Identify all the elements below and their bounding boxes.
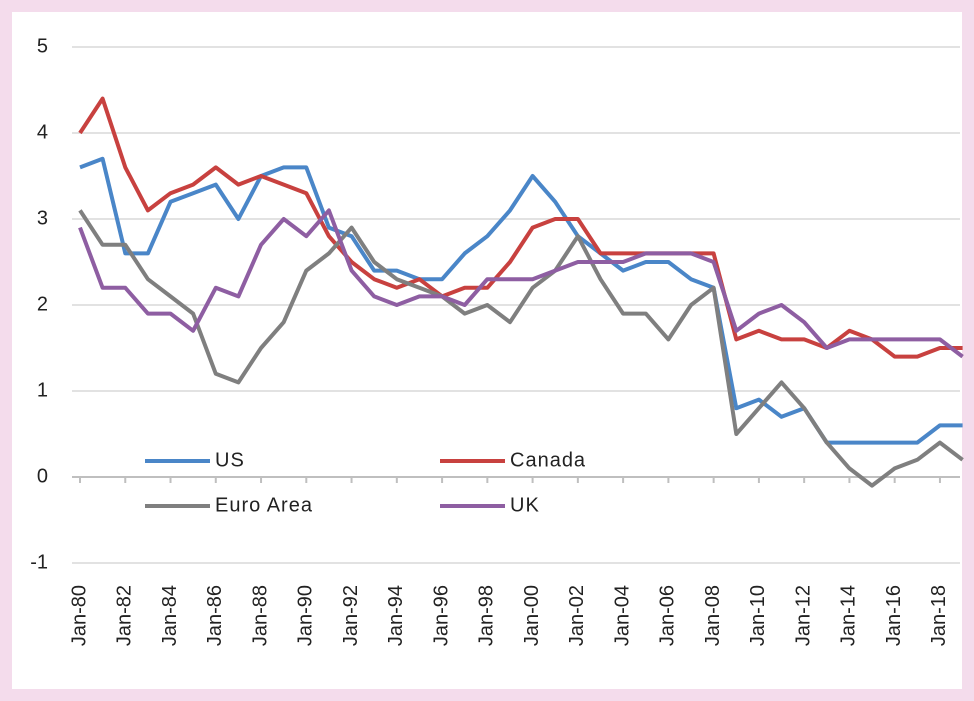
x-tick-label: Jan-06 bbox=[657, 585, 679, 646]
y-tick-label: 2 bbox=[37, 293, 48, 315]
y-tick-label: 5 bbox=[37, 35, 48, 57]
series-line bbox=[78, 208, 964, 359]
x-tick-label: Jan-90 bbox=[295, 585, 317, 646]
x-tick-label: Jan-02 bbox=[566, 585, 588, 646]
legend-label: Canada bbox=[510, 449, 586, 471]
legend-label: Euro Area bbox=[215, 494, 313, 516]
chart-panel bbox=[12, 12, 962, 689]
x-tick-label: Jan-92 bbox=[340, 585, 362, 646]
x-tick-label: Jan-18 bbox=[928, 585, 950, 646]
legend-label: US bbox=[215, 449, 245, 471]
series-line bbox=[78, 209, 964, 488]
x-tick-label: Jan-10 bbox=[747, 585, 769, 646]
x-tick-label: Jan-12 bbox=[792, 585, 814, 646]
x-tick-label: Jan-84 bbox=[159, 585, 181, 646]
x-tick-label: Jan-80 bbox=[68, 585, 90, 646]
series-line bbox=[78, 96, 963, 359]
x-tick-label: Jan-08 bbox=[702, 585, 724, 646]
y-tick-label: 3 bbox=[37, 207, 48, 229]
x-tick-label: Jan-82 bbox=[114, 585, 136, 646]
x-tick-label: Jan-14 bbox=[838, 585, 860, 646]
x-tick-label: Jan-86 bbox=[204, 585, 226, 646]
x-tick-label: Jan-00 bbox=[521, 585, 543, 646]
y-tick-label: 1 bbox=[37, 379, 48, 401]
y-tick-label: -1 bbox=[30, 551, 48, 573]
x-tick-label: Jan-88 bbox=[249, 585, 271, 646]
y-tick-label: 0 bbox=[37, 465, 48, 487]
x-tick-label: Jan-98 bbox=[476, 585, 498, 646]
x-tick-label: Jan-16 bbox=[883, 585, 905, 646]
x-tick-label: Jan-96 bbox=[430, 585, 452, 646]
x-tick-label: Jan-94 bbox=[385, 585, 407, 646]
x-tick-label: Jan-04 bbox=[611, 585, 633, 646]
y-tick-label: 4 bbox=[37, 121, 48, 143]
legend-label: UK bbox=[510, 494, 540, 516]
